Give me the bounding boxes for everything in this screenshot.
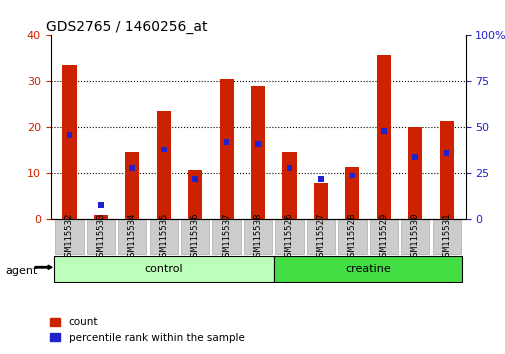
Bar (67, 132, 72, 138)
Text: GSM115536: GSM115536 (190, 213, 199, 261)
FancyBboxPatch shape (54, 256, 273, 282)
FancyBboxPatch shape (432, 220, 460, 254)
Text: GSM115527: GSM115527 (316, 213, 325, 261)
Bar (129, 165, 135, 171)
Text: GSM115535: GSM115535 (159, 213, 168, 261)
Bar (93, 215, 108, 219)
FancyBboxPatch shape (149, 220, 178, 254)
FancyBboxPatch shape (400, 220, 429, 254)
Text: GDS2765 / 1460256_at: GDS2765 / 1460256_at (46, 21, 208, 34)
Bar (250, 86, 265, 219)
Bar (161, 147, 166, 152)
Bar (376, 55, 390, 219)
FancyBboxPatch shape (118, 220, 146, 254)
Bar (219, 79, 233, 219)
Text: GSM115538: GSM115538 (253, 213, 262, 261)
Text: creatine: creatine (344, 264, 390, 274)
FancyBboxPatch shape (86, 220, 115, 254)
Text: GSM115529: GSM115529 (379, 213, 387, 261)
Bar (344, 167, 359, 219)
Bar (223, 139, 229, 145)
Bar (192, 176, 197, 182)
Bar (439, 121, 453, 219)
Bar (412, 154, 417, 160)
Text: GSM115533: GSM115533 (96, 213, 105, 261)
Bar (318, 176, 323, 182)
Bar (349, 172, 355, 178)
Text: GSM115537: GSM115537 (222, 213, 231, 261)
Text: agent: agent (5, 266, 37, 276)
FancyBboxPatch shape (306, 220, 334, 254)
Text: GSM115530: GSM115530 (410, 213, 419, 261)
Text: GSM115528: GSM115528 (347, 213, 356, 261)
Bar (408, 127, 422, 219)
Text: GSM115531: GSM115531 (441, 213, 450, 261)
FancyBboxPatch shape (337, 220, 366, 254)
Bar (255, 141, 261, 147)
Bar (157, 111, 171, 219)
FancyBboxPatch shape (369, 220, 397, 254)
Bar (313, 183, 327, 219)
Text: GSM115532: GSM115532 (65, 213, 74, 261)
FancyBboxPatch shape (243, 220, 272, 254)
Bar (98, 202, 104, 207)
FancyBboxPatch shape (275, 220, 303, 254)
Bar (62, 65, 76, 219)
FancyBboxPatch shape (212, 220, 240, 254)
FancyBboxPatch shape (55, 220, 83, 254)
Bar (282, 152, 296, 219)
Legend: count, percentile rank within the sample: count, percentile rank within the sample (45, 313, 248, 347)
Text: GSM115534: GSM115534 (128, 213, 136, 261)
FancyBboxPatch shape (181, 220, 209, 254)
Bar (286, 165, 292, 171)
Bar (380, 129, 386, 134)
Bar (125, 152, 139, 219)
Text: GSM115526: GSM115526 (284, 213, 293, 261)
Bar (188, 170, 202, 219)
Text: control: control (144, 264, 183, 274)
Bar (443, 150, 448, 156)
FancyBboxPatch shape (273, 256, 462, 282)
